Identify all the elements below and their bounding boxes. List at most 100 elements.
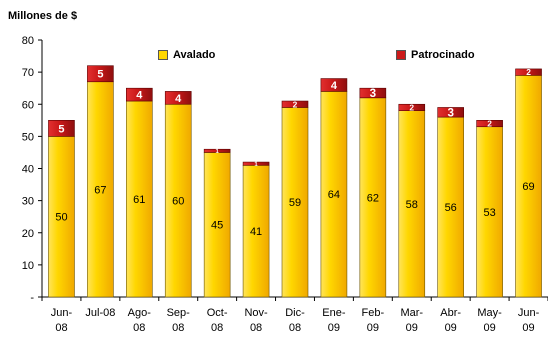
y-tick-label: 60 bbox=[22, 99, 34, 111]
legend-swatch-avalado-icon bbox=[158, 50, 168, 60]
x-tick-label-line: Jul-08 bbox=[85, 307, 115, 319]
bar-patrocinado-1 bbox=[87, 65, 114, 83]
y-tick-label: 30 bbox=[22, 196, 34, 208]
y-axis-unit-title: Millones de $ bbox=[8, 10, 78, 22]
bar-avalado-10 bbox=[437, 116, 464, 298]
x-tick-label-line: 08 bbox=[172, 322, 184, 334]
x-tick-label-12: Jun- 09 bbox=[518, 307, 540, 334]
x-tick-label-line: Nov- bbox=[244, 307, 268, 319]
data-label-patrocinado-9: 2 bbox=[409, 102, 414, 112]
x-tick-label-2: Ago- 08 bbox=[128, 307, 152, 334]
x-tick-label-line: Dic- bbox=[285, 307, 305, 319]
legend-swatch-patrocinado-icon bbox=[396, 50, 406, 60]
bar-patrocinado-10 bbox=[437, 107, 464, 118]
bar-avalado-6 bbox=[281, 107, 309, 298]
bar-avalado-5 bbox=[242, 164, 270, 298]
x-tick-label-line: 09 bbox=[367, 322, 379, 334]
data-label-avalado-6: 59 bbox=[289, 197, 301, 209]
x-tick-label-line: 09 bbox=[445, 322, 457, 334]
x-tick-label-line: Ago- bbox=[128, 307, 152, 319]
x-tick-label-line: 08 bbox=[250, 322, 262, 334]
x-tick-label-line: Mar- bbox=[400, 307, 423, 319]
data-label-avalado-4: 45 bbox=[211, 220, 223, 232]
data-label-patrocinado-11: 2 bbox=[487, 119, 492, 129]
data-label-avalado-2: 61 bbox=[133, 194, 145, 206]
x-tick-label-9: Mar- 09 bbox=[400, 307, 423, 334]
bar-patrocinado-3 bbox=[164, 91, 192, 105]
x-tick-label-line: Jun- bbox=[51, 307, 73, 319]
bar-avalado-9 bbox=[398, 110, 426, 298]
bar-avalado-8 bbox=[359, 97, 387, 298]
data-label-patrocinado-10: 3 bbox=[447, 106, 454, 119]
x-tick-label-line: 09 bbox=[406, 322, 418, 334]
data-label-avalado-11: 53 bbox=[483, 207, 495, 219]
bar-patrocinado-0 bbox=[48, 120, 75, 137]
data-label-patrocinado-5: 1 bbox=[254, 162, 258, 168]
y-tick-label: 70 bbox=[22, 67, 34, 79]
bar-patrocinado-6 bbox=[281, 100, 309, 108]
data-label-avalado-7: 64 bbox=[328, 189, 340, 201]
x-tick-label-line: Sep- bbox=[167, 307, 191, 319]
data-label-avalado-9: 58 bbox=[406, 199, 418, 211]
data-label-patrocinado-0: 5 bbox=[58, 123, 64, 135]
x-tick-label-line: Oct- bbox=[207, 307, 228, 319]
data-label-patrocinado-6: 2 bbox=[293, 99, 298, 109]
bar-patrocinado-11 bbox=[476, 120, 503, 128]
x-tick-label-line: 09 bbox=[522, 322, 534, 334]
y-tick-label: 40 bbox=[22, 164, 34, 176]
x-tick-label-1: Jul-08 bbox=[85, 307, 115, 319]
x-tick-label-line: 08 bbox=[133, 322, 145, 334]
bar-avalado-2 bbox=[126, 100, 153, 298]
legend-item-avalado: Avalado bbox=[158, 49, 215, 61]
bar-avalado-12 bbox=[515, 75, 542, 298]
x-tick-label-line: 08 bbox=[55, 322, 67, 334]
data-label-patrocinado-3: 4 bbox=[175, 93, 182, 105]
bar-avalado-1 bbox=[87, 81, 114, 298]
x-tick-label-line: Feb- bbox=[362, 307, 385, 319]
bar-patrocinado-9 bbox=[398, 103, 426, 111]
legend-label-patrocinado: Patrocinado bbox=[411, 49, 475, 61]
bar-patrocinado-4 bbox=[203, 148, 231, 153]
x-tick-label-line: Jun- bbox=[518, 307, 540, 319]
bar-patrocinado-12 bbox=[515, 68, 542, 76]
data-label-patrocinado-4: 1 bbox=[215, 149, 219, 155]
data-label-avalado-12: 69 bbox=[522, 181, 534, 193]
data-label-avalado-0: 50 bbox=[55, 212, 67, 224]
x-tick-label-line: 08 bbox=[211, 322, 223, 334]
x-tick-label-line: 09 bbox=[483, 322, 495, 334]
x-tick-label-8: Feb- 09 bbox=[362, 307, 385, 334]
x-tick-label-line: Ene- bbox=[322, 307, 346, 319]
x-tick-label-line: Abr- bbox=[440, 307, 461, 319]
bar-patrocinado-2 bbox=[126, 87, 153, 102]
bar-patrocinado-5 bbox=[242, 161, 270, 166]
data-label-avalado-3: 60 bbox=[172, 196, 184, 208]
x-tick-label-line: May- bbox=[477, 307, 502, 319]
x-tick-label-0: Jun- 08 bbox=[51, 307, 73, 334]
bar-avalado-4 bbox=[203, 152, 231, 298]
x-tick-label-10: Abr- 09 bbox=[440, 307, 461, 334]
y-tick-label: 10 bbox=[22, 260, 34, 272]
y-tick-label: 80 bbox=[22, 35, 34, 47]
bar-patrocinado-8 bbox=[359, 87, 387, 99]
y-tick-label: 20 bbox=[22, 228, 34, 240]
data-label-patrocinado-8: 3 bbox=[370, 87, 377, 100]
bar-patrocinado-7 bbox=[320, 78, 348, 92]
legend-item-patrocinado: Patrocinado bbox=[396, 49, 475, 61]
data-label-patrocinado-2: 4 bbox=[136, 90, 143, 102]
x-tick-label-7: Ene- 09 bbox=[322, 307, 346, 334]
data-label-avalado-8: 62 bbox=[367, 192, 379, 204]
data-label-avalado-10: 56 bbox=[445, 202, 457, 214]
data-label-patrocinado-12: 2 bbox=[526, 67, 531, 77]
data-label-avalado-5: 41 bbox=[250, 226, 262, 238]
x-tick-label-line: 09 bbox=[328, 322, 340, 334]
x-tick-label-3: Sep- 08 bbox=[167, 307, 191, 334]
y-tick-label: - bbox=[30, 292, 34, 304]
x-tick-label-5: Nov- 08 bbox=[244, 307, 268, 334]
bar-avalado-3 bbox=[164, 103, 192, 298]
y-tick-label: 50 bbox=[22, 131, 34, 143]
bar-avalado-0 bbox=[48, 136, 75, 298]
data-label-avalado-1: 67 bbox=[94, 184, 106, 196]
x-tick-label-4: Oct- 08 bbox=[207, 307, 228, 334]
x-tick-label-11: May- 09 bbox=[477, 307, 502, 334]
